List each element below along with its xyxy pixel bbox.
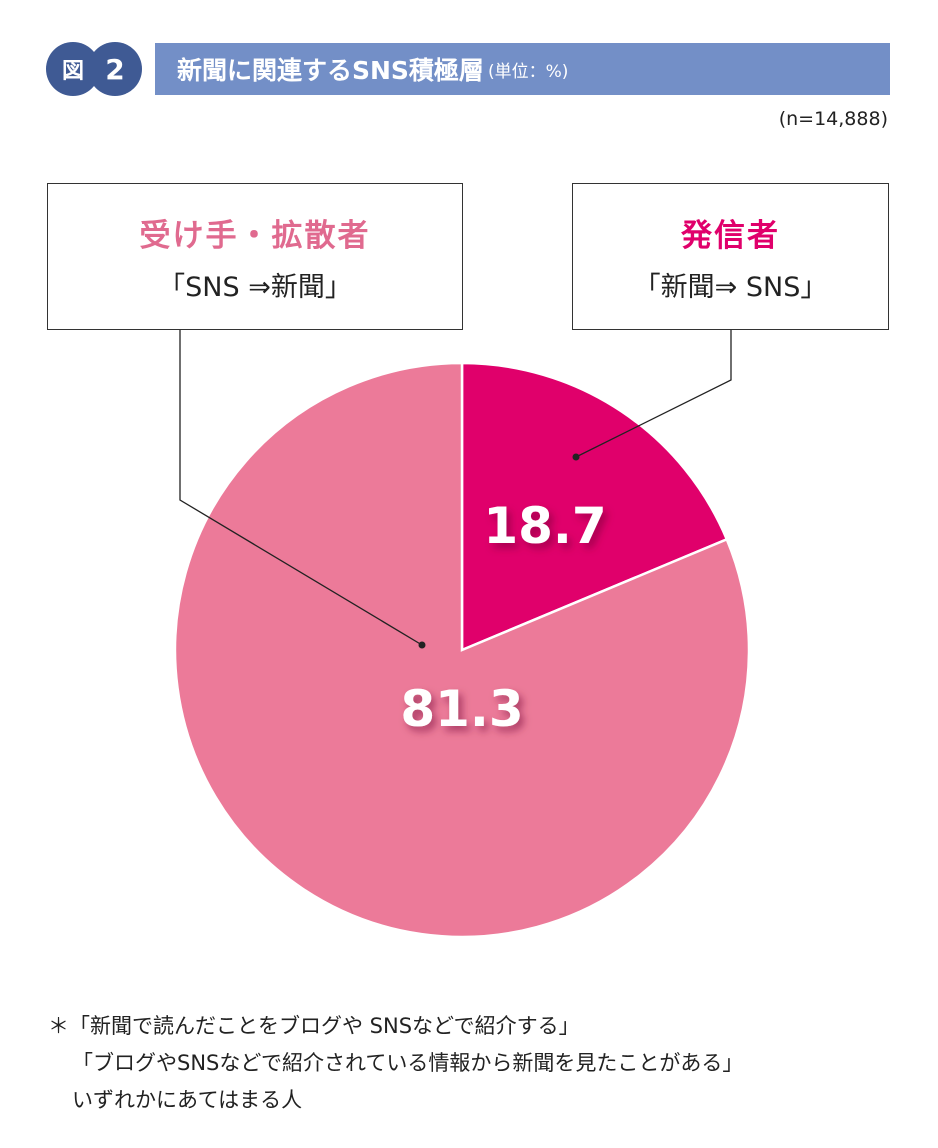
chart-title: 新聞に関連するSNS積極層	[177, 56, 484, 85]
leader-lines	[179, 330, 732, 649]
slice-label-receiver: 81.3	[400, 680, 523, 738]
leader-line-sender	[575, 330, 732, 458]
callout-sender: 発信者 「新聞⇒ SNS」	[572, 183, 889, 330]
chart-unit: (単位：%)	[487, 61, 569, 82]
callout-receiver: 受け手・拡散者 「SNS ⇒新聞」	[47, 183, 463, 330]
leader-dot-sender	[572, 453, 580, 461]
figure-number-badge: 2	[88, 42, 142, 96]
footnote: ＊「新聞で読んだことをブログや SNSなどで紹介する」 「ブログやSNSなどで紹…	[48, 1008, 743, 1119]
footnote-line: ＊「新聞で読んだことをブログや SNSなどで紹介する」	[48, 1014, 580, 1038]
slice-label-sender: 18.7	[483, 497, 606, 555]
leader-dot-receiver	[418, 641, 426, 649]
pie-slice-receiver	[173, 361, 751, 939]
footnote-line: いずれかにあてはまる人	[72, 1088, 303, 1112]
figure-number: 2	[105, 52, 125, 86]
callout-sender-heading: 発信者	[681, 218, 780, 254]
chart-title-bar: 新聞に関連するSNS積極層 (単位：%)	[155, 43, 890, 95]
figure-label: 図	[61, 59, 84, 84]
pie-slice-sender	[460, 361, 729, 652]
callout-sender-sub: 「新聞⇒ SNS」	[633, 272, 828, 303]
callout-receiver-sub: 「SNS ⇒新聞」	[158, 272, 352, 303]
callout-receiver-heading: 受け手・拡散者	[139, 218, 371, 254]
footnote-line: 「ブログやSNSなどで紹介されている情報から新聞を見たことがある」	[72, 1051, 744, 1075]
leader-line-receiver	[179, 330, 423, 646]
sample-size: (n=14,888)	[778, 108, 888, 130]
